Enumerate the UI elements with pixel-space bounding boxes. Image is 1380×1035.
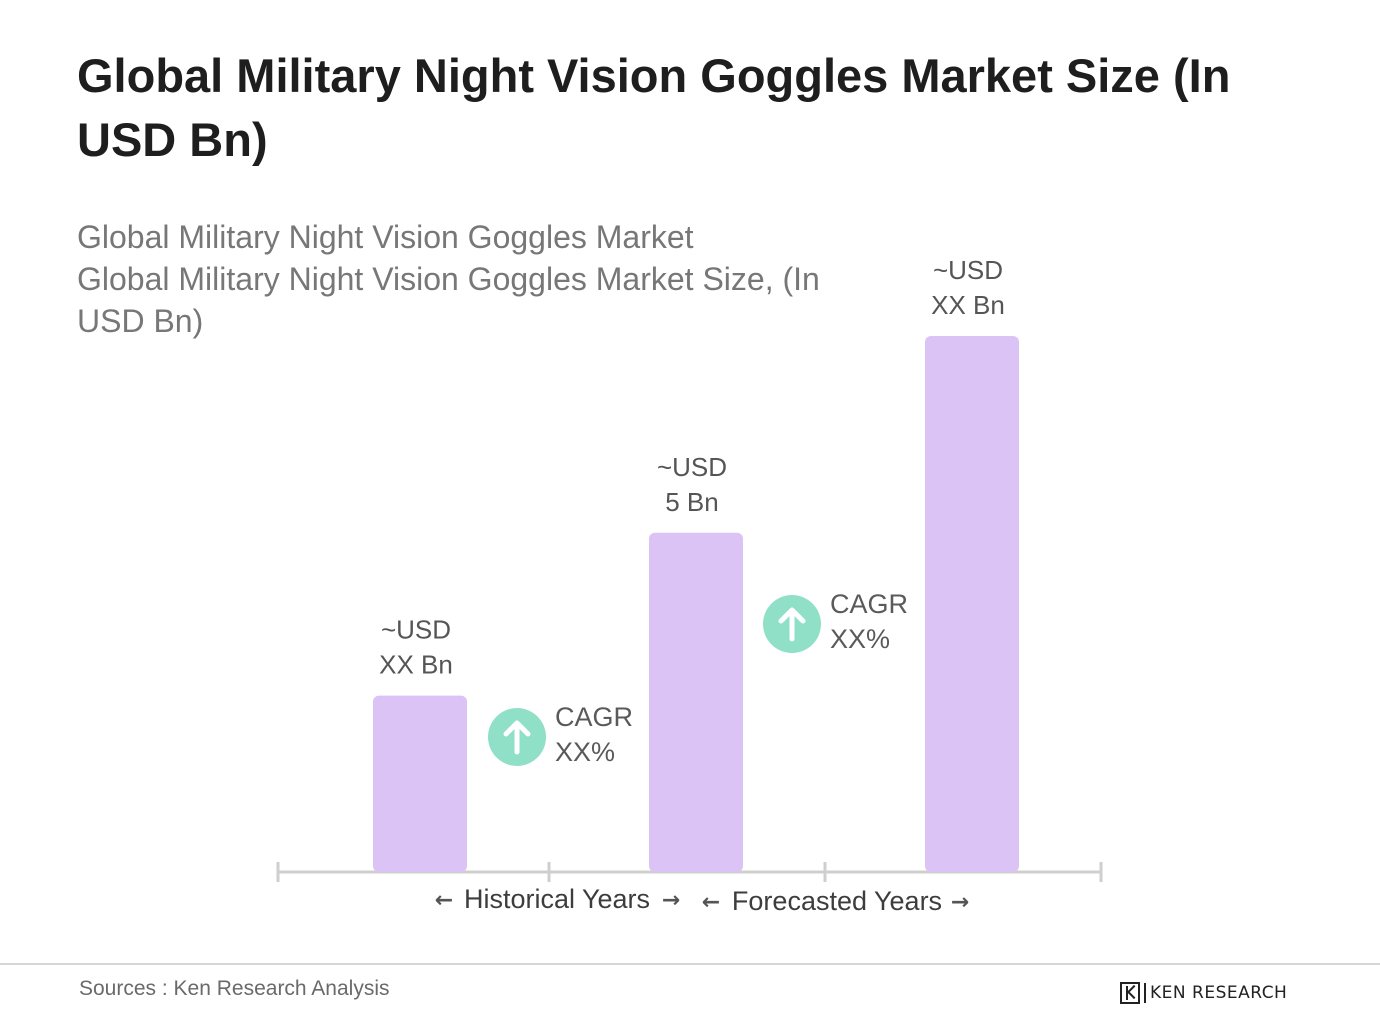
source-note: Sources : Ken Research Analysis xyxy=(79,977,390,1000)
footer-divider xyxy=(0,963,1380,965)
period-label: Forecasted Years xyxy=(732,886,942,916)
cagr-value: XX% xyxy=(830,624,890,654)
arrow-up-icon xyxy=(778,607,806,642)
arrow-up-icon xyxy=(503,720,531,755)
bar-value-label: ~USD xyxy=(381,615,451,645)
brand-logo: KEN RESEARCH xyxy=(1120,980,1287,1006)
bar xyxy=(925,336,1019,872)
chart-subtitle: Global Military Night Vision Goggles Mar… xyxy=(77,216,867,342)
page-title: Global Military Night Vision Goggles Mar… xyxy=(77,49,1231,166)
subtitle-line-2: Global Military Night Vision Goggles Mar… xyxy=(77,261,820,339)
subtitle-line-1: Global Military Night Vision Goggles Mar… xyxy=(77,219,694,255)
cagr-label: CAGR xyxy=(555,702,633,732)
arrow-right-icon: → xyxy=(662,888,680,913)
brand-name: KEN RESEARCH xyxy=(1150,983,1288,1003)
bar xyxy=(649,532,743,872)
brand-separator xyxy=(1144,983,1146,1003)
cagr-value: XX% xyxy=(555,737,615,767)
bar xyxy=(373,695,467,872)
cagr-label: CAGR xyxy=(830,589,908,619)
arrow-left-icon: ← xyxy=(435,888,453,913)
bar-value-label: 5 Bn xyxy=(665,487,719,517)
bar-value-label: ~USD xyxy=(657,452,727,482)
arrow-left-icon: ← xyxy=(702,890,720,915)
arrow-right-icon: → xyxy=(951,890,969,915)
bar-value-label: XX Bn xyxy=(931,290,1005,320)
period-label: Historical Years xyxy=(464,884,650,914)
bar-value-label: XX Bn xyxy=(379,650,453,680)
bar-value-label: ~USD xyxy=(933,255,1003,285)
ken-logo-icon xyxy=(1120,982,1140,1004)
